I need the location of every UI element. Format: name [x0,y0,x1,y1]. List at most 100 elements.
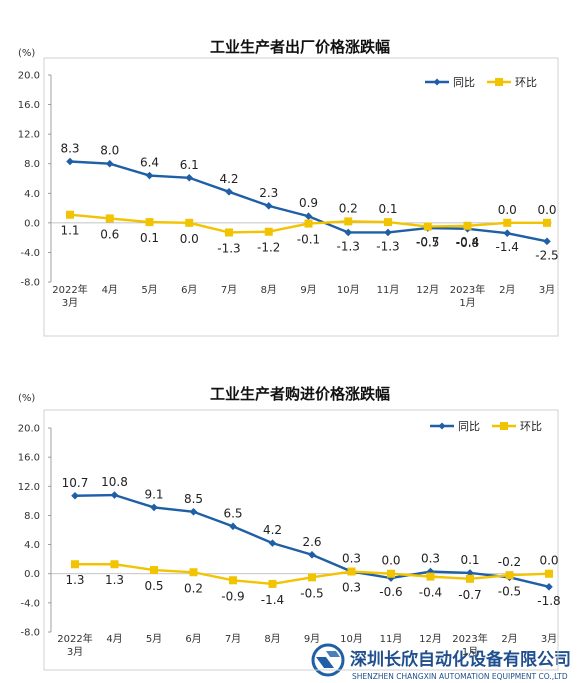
chart-2-legend-yoy-label: 同比 [458,420,480,433]
chart-2-mom-data-label: 1.3 [65,573,84,587]
chart-1-yoy-point [304,212,313,221]
chart-1-mom-point [185,218,194,227]
chart-1-y-tick-label: 0.0 [24,218,40,229]
chart-1-y-tick-label: -8.0 [20,278,40,289]
chart-1-mom-point [304,219,313,228]
chart-2-mom-point [308,573,316,582]
chart-1-yoy-point [264,202,273,210]
chart-1-yoy-data-label: -1.4 [496,240,519,254]
chart-2-x-tick-label: 2月 [501,633,517,645]
chart-1-x-tick-label: 6月 [181,284,197,296]
chart-2-mom-point [189,568,198,577]
chart-2-yoy-point [110,491,119,499]
chart-2-yoy-data-label: 0.3 [342,552,361,566]
chart-1-mom-data-label: 0.1 [378,202,397,216]
chart-2-mom-data-label: 0.0 [381,554,400,568]
chart-1-yoy-data-label: 2.3 [259,186,278,200]
chart-2-x-tick-label: 3月 [67,646,83,658]
chart-2-y-tick-label: 12.0 [18,482,40,493]
chart-2-x-tick-label: 5月 [146,633,162,645]
chart-2-mom-point [387,569,395,578]
chart-1-mom-data-label: -1.2 [257,241,280,255]
chart-1-legend-yoy-label: 同比 [453,76,475,89]
chart-1-mom-data-label: 1.1 [60,224,79,238]
chart-1-yoy-data-label: -0.8 [456,236,479,250]
chart-1-x-tick-label: 4月 [102,284,118,296]
chart-1-x-tick-label: 3月 [539,284,555,296]
chart-1-x-tick-label: 11月 [377,284,400,296]
chart-1-yoy-point [225,188,233,196]
company-logo-icon [311,643,345,677]
chart-1-y-tick-label: 16.0 [18,100,40,111]
chart-2-yoy-point [308,550,316,559]
chart-2-yoy-point [466,569,474,577]
chart-2-yoy-data-label: -0.5 [498,584,521,598]
chart-1-title: 工业生产者出厂价格涨跌幅 [210,38,390,56]
chart-1-x-tick-label: 8月 [261,284,277,296]
chart-2-x-tick-label: 4月 [106,633,122,645]
chart-2-yoy-point [268,539,277,547]
chart-2-mom-data-label: -0.5 [300,586,323,600]
chart-2-mom-point [505,571,514,580]
chart-1-mom-point [543,218,551,227]
chart-2-frame [43,409,559,671]
chart-2-y-tick-label: -4.0 [20,598,40,609]
chart-2-mom-data-label: 1.3 [105,573,124,587]
chart-2-mom-data-label: -0.9 [221,589,244,603]
chart-1-mom-data-label: 0.0 [180,232,199,246]
chart-2-x-tick-label: 12月 [419,633,442,645]
chart-2-x-tick-label: 10月 [340,633,363,645]
chart-1-y-tick-label: 8.0 [24,159,40,170]
chart-1-frame [43,57,559,337]
chart-1-yoy-point [503,229,512,238]
chart-1-yoy-point [105,159,114,168]
chart-2-title: 工业生产者购进价格涨跌幅 [210,385,390,403]
chart-1-x-tick-label: 2022年 [52,283,87,296]
chart-1-y-tick-label: -4.0 [20,248,40,259]
chart-2-y-tick-label: 8.0 [24,511,40,522]
chart-1-mom-data-label: -0.4 [456,235,479,249]
chart-2-yoy-data-label: 0.1 [460,553,479,567]
chart-1-x-tick-label: 1月 [459,297,475,309]
chart-1-mom-point [66,210,74,219]
chart-2-x-tick-label: 2022年 [57,632,92,645]
chart-1-mom-data-label: 0.1 [140,231,159,245]
chart-2-yoy-data-label: 0.3 [421,552,440,566]
chart-2-yoy-point [426,567,435,576]
chart-1-mom-data-label: 0.2 [339,201,358,215]
chart-1-yoy-data-label: -1.3 [376,239,399,253]
chart-1-yoy-data-label: -0.7 [416,235,439,249]
chart-2-yoy-data-label: 10.8 [101,475,128,489]
chart-1-unit-label: (%) [18,48,35,59]
chart-2-mom-point [268,579,277,588]
chart-1-x-tick-label: 5月 [141,284,157,296]
chart-1-mom-point [264,227,273,236]
chart-2-mom-point [545,569,553,578]
chart-2-legend-mom-marker [500,422,508,430]
chart-1-yoy-data-label: 6.1 [180,158,199,172]
chart-1-mom-point [423,222,432,231]
chart-2-x-tick-label: 2023年 [452,632,487,645]
chart-2-mom-point [229,576,237,585]
chart-2-y-tick-label: -8.0 [20,628,40,639]
chart-2-yoy-point [189,507,198,516]
chart-2-y-tick-label: 20.0 [18,424,40,435]
chart-1-y-tick-label: 12.0 [18,130,40,141]
chart-1-yoy-point [344,228,353,237]
chart-2-x-tick-label: 9月 [304,633,320,645]
chart-2-x-tick-label: 8月 [264,633,280,645]
chart-2-legend-mom-label: 环比 [520,420,542,433]
chart-1-x-tick-label: 12月 [416,284,439,296]
chart-2-mom-point [347,567,356,576]
chart-1-yoy-point [543,237,551,246]
chart-1-mom-point [105,214,114,223]
chart-2-legend-yoy-marker [438,422,446,430]
chart-2-x-tick-label: 11月 [380,633,403,645]
chart-2-x-tick-label: 7月 [225,633,241,645]
chart-2-yoy-data-label: 6.5 [223,506,242,520]
chart-1-mom-point [225,228,233,237]
chart-1-y-tick-label: 4.0 [24,189,40,200]
chart-1-yoy-point [384,228,392,237]
chart-1-mom-data-label: -0.1 [297,233,320,247]
